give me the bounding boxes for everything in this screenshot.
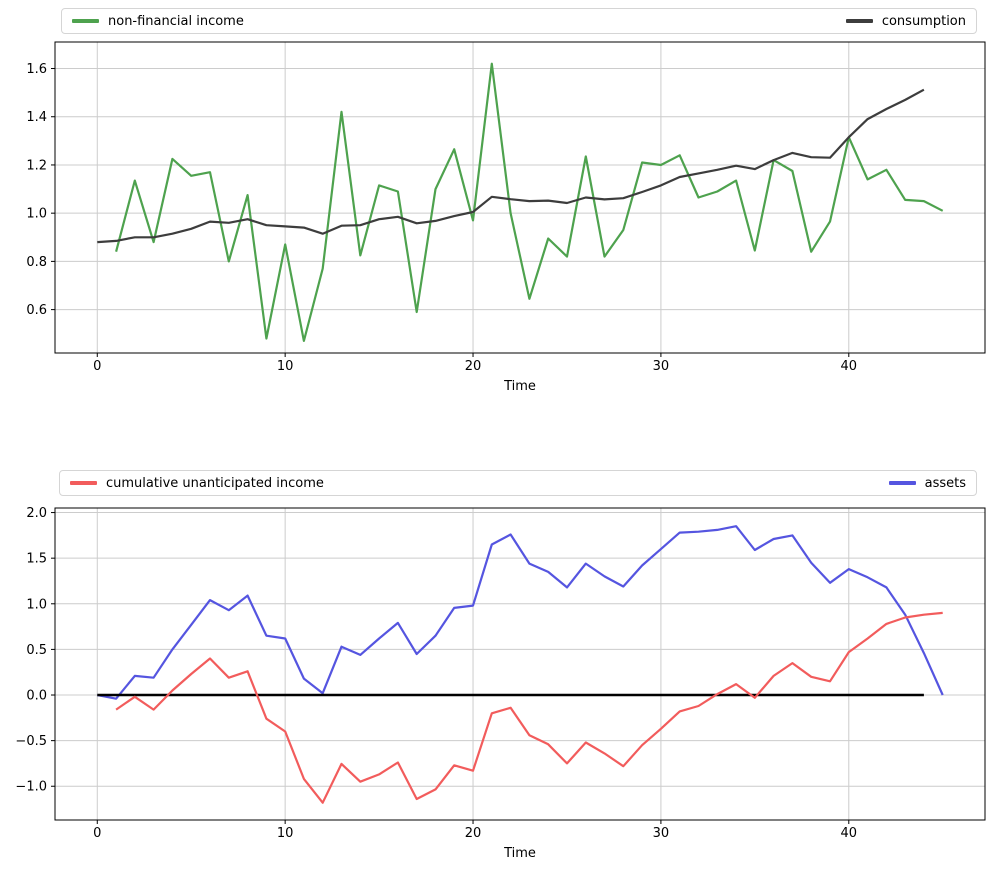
svg-text:2.0: 2.0 <box>26 506 47 521</box>
svg-text:0.6: 0.6 <box>26 303 47 318</box>
top-x-axis-label: Time <box>504 379 536 394</box>
svg-text:1.4: 1.4 <box>26 110 47 125</box>
svg-text:1.2: 1.2 <box>26 158 47 173</box>
bottom-legend: cumulative unanticipated income assets <box>59 470 977 496</box>
svg-text:1.6: 1.6 <box>26 62 47 77</box>
svg-text:10: 10 <box>277 359 294 374</box>
series-consumption <box>97 88 925 244</box>
svg-text:−1.0: −1.0 <box>15 780 47 795</box>
top-chart: 0 10 20 30 40 0.6 0.8 1.0 1.2 1.4 1.6 <box>26 41 986 374</box>
consumption-legend-line-icon <box>845 19 873 23</box>
cumulative-unanticipated-income-legend-line-icon <box>70 481 97 485</box>
svg-text:30: 30 <box>653 826 670 841</box>
assets-legend-line-icon <box>888 481 916 485</box>
svg-text:40: 40 <box>841 359 858 374</box>
svg-text:30: 30 <box>653 359 670 374</box>
svg-text:0.8: 0.8 <box>26 255 47 270</box>
series-cumulative-unanticipated-income <box>115 611 943 804</box>
bottom-chart: 0 10 20 30 40 −1.0 −0.5 0.0 0.5 1.0 1.5 2.0 <box>15 506 986 841</box>
legend-label-assets: assets <box>924 475 966 491</box>
svg-text:0.5: 0.5 <box>26 643 47 658</box>
legend-label-non-financial-income: non-financial income <box>108 13 244 29</box>
legend-item-non-financial-income: non-financial income <box>72 15 244 28</box>
svg-text:20: 20 <box>465 826 482 841</box>
svg-text:−0.5: −0.5 <box>15 734 47 749</box>
svg-text:40: 40 <box>841 826 858 841</box>
svg-text:0: 0 <box>93 826 101 841</box>
non-financial-income-legend-line-icon <box>72 19 99 23</box>
svg-text:0: 0 <box>93 359 101 374</box>
top-legend: non-financial income consumption <box>61 8 977 34</box>
legend-item-consumption: consumption <box>845 13 966 29</box>
svg-text:0.0: 0.0 <box>26 689 47 704</box>
legend-label-cumulative-unanticipated-income: cumulative unanticipated income <box>106 475 324 491</box>
series-non-financial-income <box>115 62 944 342</box>
svg-text:1.0: 1.0 <box>26 207 47 222</box>
svg-text:1.0: 1.0 <box>26 597 47 612</box>
legend-item-cumulative-unanticipated-income: cumulative unanticipated income <box>70 477 324 490</box>
series-assets <box>97 525 944 700</box>
svg-text:10: 10 <box>277 826 294 841</box>
legend-item-assets: assets <box>888 475 966 491</box>
bottom-x-axis-label: Time <box>504 846 536 861</box>
svg-text:20: 20 <box>465 359 482 374</box>
svg-text:1.5: 1.5 <box>26 552 47 567</box>
legend-label-consumption: consumption <box>881 13 966 29</box>
